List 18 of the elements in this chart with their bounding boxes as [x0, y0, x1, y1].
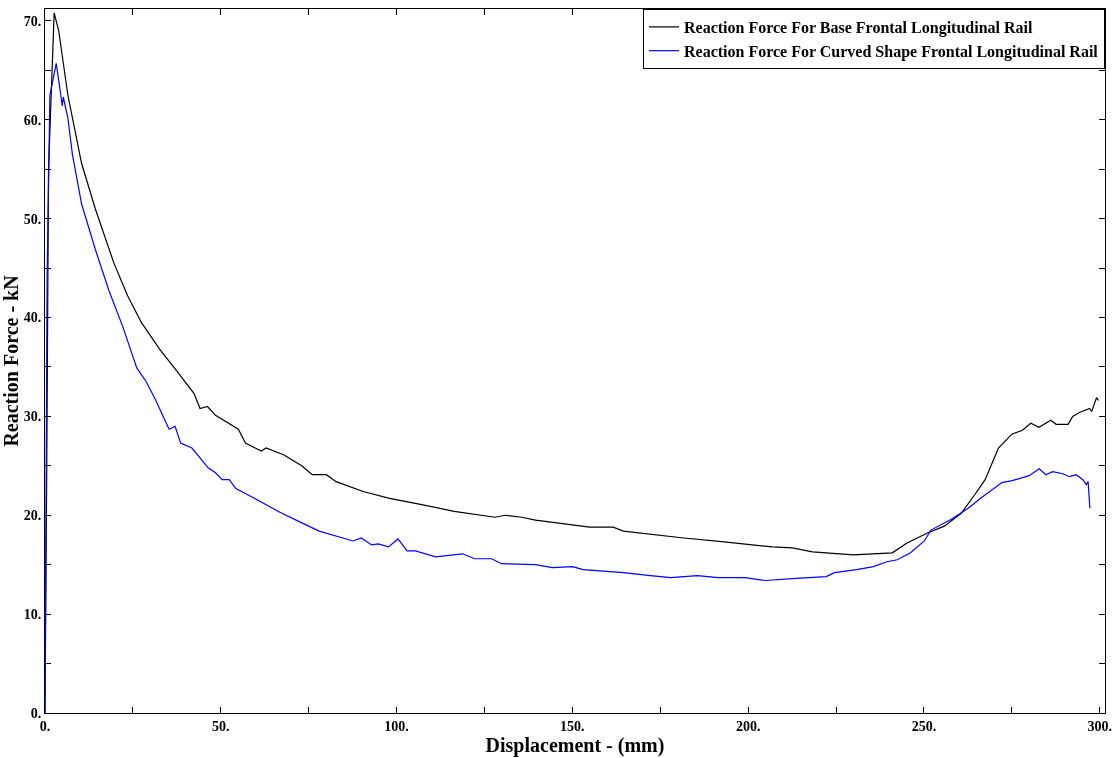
x-tick-label: 150. — [560, 718, 585, 734]
x-tick-label: 50. — [212, 718, 230, 734]
legend-label: Reaction Force For Base Frontal Longitudinal Rail — [684, 19, 1033, 38]
x-tick-label: 100. — [384, 718, 409, 734]
x-axis-title: Displacement - (mm) — [485, 733, 665, 757]
y-tick-label: 60. — [23, 112, 42, 128]
y-tick-label: 10. — [23, 607, 42, 623]
y-tick-label: 20. — [23, 508, 42, 524]
x-tick-label: 200. — [735, 718, 761, 734]
y-axis-title: Reaction Force - kN — [0, 274, 22, 447]
y-tick-label: 0. — [30, 705, 42, 721]
y-tick-label: 30. — [23, 409, 42, 425]
x-tick-label: 250. — [911, 718, 937, 734]
legend-label: Reaction Force For Curved Shape Frontal Longitudinal Rail — [684, 42, 1099, 61]
y-tick-label: 70. — [23, 13, 42, 29]
y-tick-label: 40. — [23, 310, 42, 326]
y-tick-label: 50. — [23, 211, 42, 227]
x-tick-label: 300. — [1087, 718, 1112, 734]
